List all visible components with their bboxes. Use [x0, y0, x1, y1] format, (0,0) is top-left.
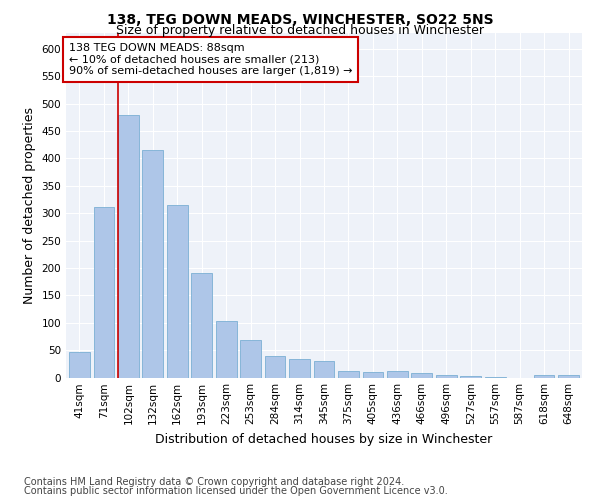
Bar	[240, 340, 261, 378]
Bar	[412, 373, 432, 378]
Bar	[142, 150, 163, 378]
Bar	[387, 371, 408, 378]
Text: Contains public sector information licensed under the Open Government Licence v3: Contains public sector information licen…	[24, 486, 448, 496]
Bar	[436, 375, 457, 378]
Bar	[118, 114, 139, 378]
Bar	[191, 274, 212, 378]
X-axis label: Distribution of detached houses by size in Winchester: Distribution of detached houses by size …	[155, 433, 493, 446]
Text: Size of property relative to detached houses in Winchester: Size of property relative to detached ho…	[116, 24, 484, 37]
Bar	[314, 361, 334, 378]
Bar	[362, 372, 383, 378]
Bar	[94, 206, 114, 378]
Bar	[216, 321, 236, 378]
Bar	[338, 371, 359, 378]
Text: 138 TEG DOWN MEADS: 88sqm
← 10% of detached houses are smaller (213)
90% of semi: 138 TEG DOWN MEADS: 88sqm ← 10% of detac…	[68, 43, 352, 76]
Bar	[265, 356, 286, 378]
Bar	[69, 352, 90, 378]
Bar	[558, 376, 579, 378]
Text: 138, TEG DOWN MEADS, WINCHESTER, SO22 5NS: 138, TEG DOWN MEADS, WINCHESTER, SO22 5N…	[107, 12, 493, 26]
Y-axis label: Number of detached properties: Number of detached properties	[23, 106, 36, 304]
Bar	[460, 376, 481, 378]
Bar	[534, 375, 554, 378]
Text: Contains HM Land Registry data © Crown copyright and database right 2024.: Contains HM Land Registry data © Crown c…	[24, 477, 404, 487]
Bar	[485, 377, 506, 378]
Bar	[289, 359, 310, 378]
Bar	[167, 205, 188, 378]
